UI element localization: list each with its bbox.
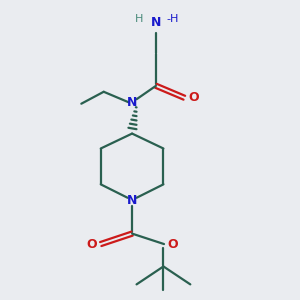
Text: N: N <box>151 16 161 29</box>
Text: N: N <box>127 194 137 207</box>
Text: -H: -H <box>166 14 178 24</box>
Text: N: N <box>127 96 137 109</box>
Text: O: O <box>86 238 97 250</box>
Text: H: H <box>135 14 144 24</box>
Text: O: O <box>188 91 199 104</box>
Text: O: O <box>167 238 178 250</box>
